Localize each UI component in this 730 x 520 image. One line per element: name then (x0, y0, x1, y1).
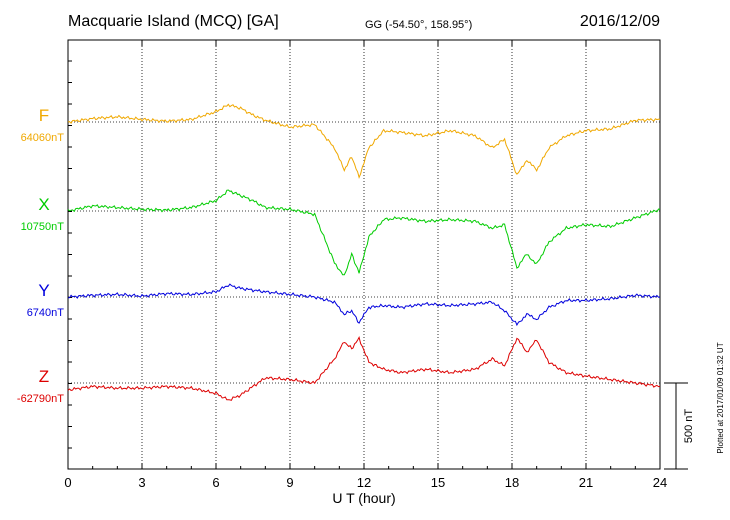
scale-bar-label: 500 nT (683, 409, 695, 444)
x-tick-label: 6 (212, 475, 219, 490)
series-baseline-y: 6740nT (27, 307, 65, 319)
x-tick-label: 18 (505, 475, 519, 490)
series-name-z: Z (39, 367, 49, 386)
x-tick-label: 21 (579, 475, 593, 490)
x-axis-ticks: 0 3 6 9 12 15 18 21 24 (64, 40, 667, 490)
chart-date: 2016/12/09 (580, 13, 660, 30)
plotted-timestamp: Plotted at 2017/01/09 01:32 UT (716, 342, 725, 453)
x-tick-label: 9 (286, 475, 293, 490)
station-title: Macquarie Island (MCQ) [GA] (68, 13, 279, 30)
series-line-f (67, 103, 661, 179)
series-line-y (67, 283, 661, 327)
series-line-z (67, 336, 661, 401)
x-tick-label: 15 (431, 475, 445, 490)
series-labels: F 64060nT X 10750nT Y 6740nT Z -62790nT (17, 106, 64, 405)
x-tick-label: 3 (138, 475, 145, 490)
series-name-f: F (39, 106, 49, 125)
series-name-y: Y (38, 281, 49, 300)
scale-bar: 500 nT (664, 382, 695, 470)
grid-lines (68, 40, 660, 469)
series-name-x: X (38, 195, 49, 214)
x-axis-label: U T (hour) (332, 490, 395, 506)
series-baseline-f: 64060nT (21, 132, 65, 144)
x-tick-label: 24 (653, 475, 667, 490)
series-line-x (67, 189, 661, 276)
series-baseline-z: -62790nT (17, 393, 64, 405)
x-tick-label: 12 (357, 475, 371, 490)
series-baseline-x: 10750nT (21, 221, 65, 233)
x-tick-label: 0 (64, 475, 71, 490)
station-coordinates: GG (-54.50°, 158.95°) (365, 19, 472, 31)
series-layer (67, 103, 661, 401)
